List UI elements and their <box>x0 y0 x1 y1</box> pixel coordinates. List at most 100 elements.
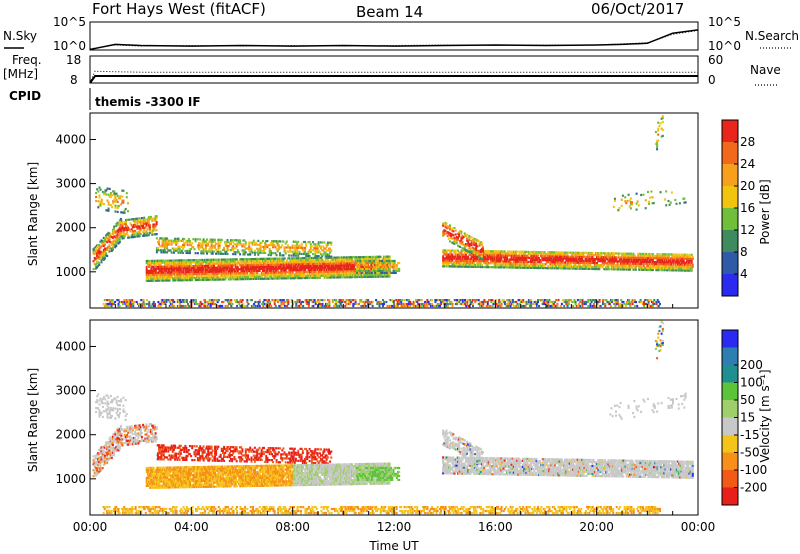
power-cell <box>281 257 284 260</box>
power-cell <box>362 273 365 277</box>
power-cell <box>227 241 230 244</box>
power-cell <box>589 257 592 261</box>
power-cell <box>275 265 278 268</box>
power-cell <box>258 259 261 262</box>
power-cell <box>218 244 221 247</box>
power-cell <box>578 263 581 266</box>
power-cell <box>191 242 194 245</box>
power-cell <box>294 240 297 243</box>
power-cell <box>631 262 634 265</box>
power-cell <box>233 262 236 265</box>
power-cell <box>108 248 111 251</box>
power-cell <box>222 272 225 275</box>
power-cell <box>362 256 365 259</box>
power-cell <box>462 259 465 262</box>
power-cell <box>194 272 197 276</box>
power-cell <box>625 256 628 259</box>
power-cell <box>321 255 324 258</box>
power-cell <box>127 236 130 239</box>
power-cell <box>514 258 516 261</box>
power-cell <box>239 272 242 275</box>
power-cell <box>547 259 549 262</box>
power-cell <box>459 255 462 258</box>
power-cell <box>241 274 244 277</box>
power-cell <box>566 255 569 258</box>
power-cell <box>97 251 100 254</box>
power-cell <box>571 255 573 258</box>
power-cell <box>363 257 366 261</box>
power-cell <box>361 275 364 279</box>
power-cell <box>255 271 258 274</box>
power-cell <box>234 251 237 254</box>
power-cell <box>169 271 172 274</box>
power-cell <box>470 263 473 266</box>
power-cell <box>368 271 371 274</box>
power-cell <box>542 265 545 268</box>
power-cell <box>267 277 270 280</box>
power-cell <box>328 262 331 265</box>
power-cell <box>144 230 147 233</box>
power-cell <box>103 247 106 250</box>
power-cell <box>387 271 390 274</box>
power-cell <box>350 272 353 275</box>
power-cell <box>540 261 543 264</box>
power-cell <box>225 264 228 267</box>
power-cell <box>377 261 380 265</box>
power-cell <box>468 261 471 264</box>
power-cell <box>165 251 167 254</box>
power-cell <box>295 257 298 260</box>
power-cell <box>626 266 629 269</box>
power-cell <box>364 275 367 278</box>
power-cell <box>183 237 186 241</box>
power-cell <box>114 236 117 239</box>
power-cell <box>290 254 293 257</box>
power-cell <box>459 265 462 268</box>
power-cell <box>112 302 115 306</box>
power-cell <box>618 258 621 261</box>
power-cell <box>303 263 306 266</box>
power-cell <box>313 247 316 250</box>
power-cell <box>536 262 539 266</box>
power-cell <box>369 275 372 278</box>
power-cell <box>137 227 140 230</box>
power-cell <box>231 247 234 250</box>
power-cell <box>170 239 173 242</box>
power-cell <box>297 261 300 264</box>
power-cell <box>155 229 158 232</box>
power-cell <box>467 261 470 264</box>
power-cell <box>159 271 162 274</box>
power-cell <box>223 248 226 251</box>
power-cell <box>639 258 642 261</box>
power-cell <box>265 257 268 260</box>
power-cell <box>361 269 364 272</box>
power-cell <box>258 243 261 246</box>
power-cell <box>134 221 137 224</box>
power-cell <box>237 243 240 246</box>
power-cell <box>609 258 612 261</box>
power-cell <box>138 233 141 236</box>
power-cell <box>598 258 601 261</box>
power-cell <box>257 269 260 272</box>
power-cell <box>476 263 479 266</box>
power-cell <box>476 257 479 261</box>
power-cell <box>372 257 375 260</box>
power-cell <box>154 229 157 232</box>
power-cell <box>631 266 634 269</box>
power-cell <box>182 263 185 266</box>
power-cell <box>266 267 269 270</box>
power-cell <box>199 242 202 245</box>
power-cell <box>114 204 117 207</box>
power-cell <box>270 267 272 270</box>
power-cell <box>129 230 132 233</box>
power-cell <box>261 245 264 248</box>
power-cell <box>588 253 591 257</box>
power-cell <box>265 267 268 270</box>
power-cell <box>168 241 171 244</box>
power-cell <box>516 266 519 269</box>
power-cell <box>381 257 384 260</box>
power-cell <box>515 256 518 259</box>
power-cell <box>164 275 166 278</box>
power-cell <box>518 256 521 259</box>
power-cell <box>186 251 189 255</box>
power-cell <box>256 275 259 278</box>
